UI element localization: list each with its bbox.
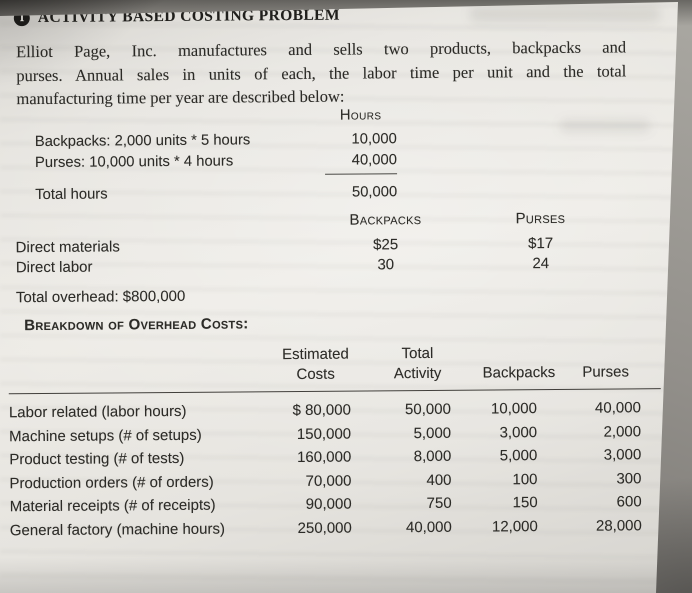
breakdown-rows: Labor related (labor hours) $ 80,000 50,… — [9, 396, 662, 542]
hours-total-row: Total hours 50,000 — [35, 182, 397, 206]
purses-value: 40,000 — [594, 399, 641, 417]
unit-cost-value: $17 — [528, 234, 554, 253]
breakdown-title: Breakdown of Overhead Costs: — [24, 315, 249, 335]
header-line: Costs — [296, 365, 335, 383]
problem-number-badge-icon: 1 — [13, 10, 30, 27]
backpacks-value: 5,000 — [499, 447, 538, 465]
hours-row-backpacks: Backpacks: 2,000 units * 5 hours 10,000 — [35, 129, 397, 153]
breakdown-row: General factory (machine hours) 250,000 … — [10, 514, 662, 543]
estimated-cost-value: $ 80,000 — [292, 401, 351, 420]
estimated-cost-value: 150,000 — [296, 425, 352, 443]
hours-table: Hours Backpacks: 2,000 units * 5 hours 1… — [35, 105, 398, 206]
hours-row-value: 10,000 — [351, 131, 397, 148]
header-line: Activity — [393, 364, 442, 383]
purses-value: 600 — [616, 493, 642, 511]
activity-label: Machine setups (# of setups) — [9, 426, 202, 445]
purses-value: 2,000 — [603, 422, 642, 441]
unit-cost-row-label: Direct labor — [15, 258, 93, 277]
unit-cost-table: Backpacks Purses Direct materials $25 $1… — [15, 208, 649, 278]
table-rule — [8, 388, 661, 395]
header-line: Estimated — [282, 345, 349, 364]
bleed-through-smudge — [470, 6, 660, 22]
activity-label: General factory (machine hours) — [9, 520, 226, 539]
activity-label: Product testing (# of tests) — [9, 449, 185, 469]
breakdown-header-row: Estimated Costs Total Activity Backpacks… — [8, 342, 660, 387]
header-line: Total — [401, 344, 434, 363]
backpacks-value: 12,000 — [491, 517, 538, 535]
total-activity-value: 750 — [426, 494, 452, 512]
total-activity-value: 40,000 — [405, 518, 452, 536]
problem-heading: 1 ACTIVITY BASED COSTING PROBLEM — [13, 6, 340, 28]
purses-value: 28,000 — [595, 516, 642, 535]
estimated-cost-value: 160,000 — [296, 448, 352, 466]
total-activity-value: 5,000 — [413, 424, 452, 442]
breakdown-header-total-activity: Total Activity — [352, 344, 452, 385]
hours-row-value: 40,000 — [351, 152, 398, 169]
breakdown-header-backpacks: Backpacks — [452, 343, 556, 384]
problem-title: ACTIVITY BASED COSTING PROBLEM — [37, 6, 340, 27]
backpacks-value: 100 — [512, 470, 538, 488]
breakdown-table: Estimated Costs Total Activity Backpacks… — [8, 342, 662, 542]
unit-cost-row-label: Direct materials — [15, 238, 120, 257]
backpacks-value: 150 — [512, 494, 538, 512]
unit-cost-value: $25 — [373, 236, 399, 254]
header-line: Purses — [582, 363, 630, 381]
header-line: Backpacks — [482, 363, 556, 382]
total-activity-value: 50,000 — [404, 400, 451, 419]
unit-cost-value: 24 — [532, 255, 550, 273]
hours-total-label: Total hours — [35, 186, 108, 204]
unit-cost-value: 30 — [377, 256, 395, 274]
total-activity-value: 8,000 — [413, 447, 452, 466]
estimated-cost-value: 70,000 — [305, 472, 352, 490]
purses-value: 300 — [616, 469, 642, 487]
total-overhead: Total overhead: $800,000 — [15, 287, 186, 307]
hours-row-purses: Purses: 10,000 units * 4 hours 40,000 — [35, 150, 397, 174]
backpacks-value: 10,000 — [490, 400, 537, 418]
subtotal-underline — [325, 173, 398, 175]
unit-cost-header-backpacks: Backpacks — [349, 211, 422, 229]
breakdown-header-estimated-costs: Estimated Costs — [248, 345, 352, 386]
unit-cost-header-purses: Purses — [515, 209, 566, 228]
purses-value: 3,000 — [603, 446, 642, 464]
activity-label: Production orders (# of orders) — [9, 473, 214, 492]
intro-paragraph: Elliot Page, Inc. manufactures and sells… — [16, 35, 627, 110]
hours-column-header: Hours — [339, 107, 382, 124]
activity-label: Labor related (labor hours) — [8, 402, 187, 422]
activity-label: Material receipts (# of receipts) — [9, 496, 216, 516]
hours-row-label: Purses: 10,000 units * 4 hours — [34, 153, 234, 172]
hours-header-row: Hours — [35, 105, 397, 129]
estimated-cost-value: 250,000 — [297, 519, 352, 537]
bleed-through-smudge — [560, 120, 650, 132]
estimated-cost-value: 90,000 — [305, 495, 352, 513]
total-activity-value: 400 — [426, 471, 452, 489]
breakdown-header-purses: Purses — [538, 342, 642, 383]
hours-row-label: Backpacks: 2,000 units * 5 hours — [34, 132, 251, 151]
intro-line: purses. Annual sales in units of each, t… — [16, 60, 627, 85]
backpacks-value: 3,000 — [499, 423, 538, 441]
hours-total-value: 50,000 — [351, 184, 398, 201]
